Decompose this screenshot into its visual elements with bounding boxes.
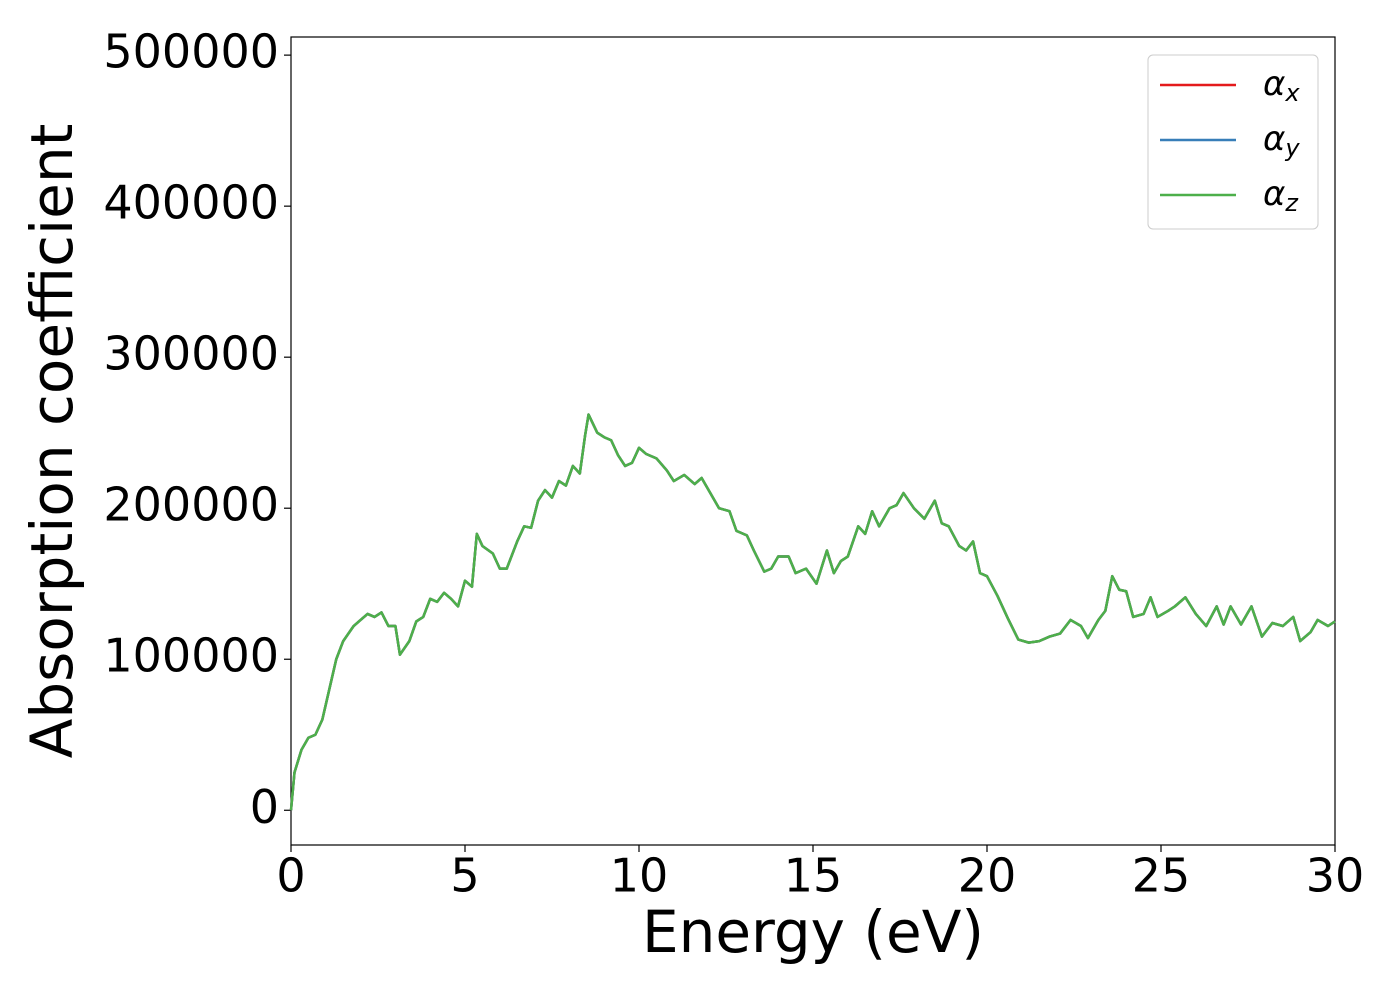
x-tick-label: 20 (958, 849, 1017, 903)
y-tick-label: 500000 (103, 25, 279, 79)
y-tick-label: 300000 (103, 327, 279, 381)
legend-box (1147, 54, 1319, 230)
y-axis-label: Absorption coefficient (18, 124, 86, 759)
x-tick-label: 25 (1132, 849, 1191, 903)
x-tick-label: 10 (610, 849, 669, 903)
x-axis-label: Energy (eV) (642, 898, 984, 966)
legend-label: αy (1263, 119, 1300, 163)
y-tick-label: 200000 (103, 478, 279, 532)
legend: αx αy αz (1147, 54, 1319, 230)
legend-label: αz (1263, 174, 1299, 218)
x-tick-label: 15 (784, 849, 843, 903)
y-tick-label: 0 (250, 780, 279, 834)
x-tick-label: 30 (1306, 849, 1365, 903)
legend-label: αx (1263, 64, 1300, 108)
y-tick-label: 400000 (103, 176, 279, 230)
x-tick-label: 0 (276, 849, 305, 903)
y-tick-label: 100000 (103, 629, 279, 683)
x-tick-label: 5 (450, 849, 479, 903)
line (289, 413, 1336, 811)
